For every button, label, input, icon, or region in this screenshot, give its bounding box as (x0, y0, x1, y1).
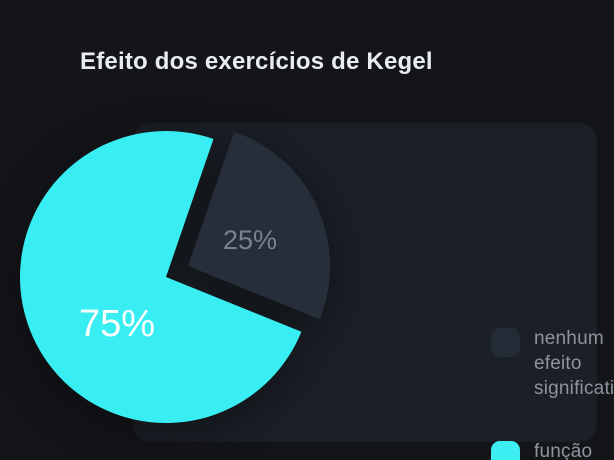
legend-color-swatch-improved-function (491, 441, 520, 460)
legend-label-line: função erétil (534, 441, 593, 460)
chart-legend: nenhum efeito significativo função eréti… (491, 326, 614, 460)
legend-label-improved-function: função erétil melhorada (534, 439, 614, 460)
pie-label-75: 75% (79, 303, 155, 345)
pie-label-25: 25% (223, 225, 277, 255)
legend-label-no-effect: nenhum efeito significativo (534, 326, 614, 401)
legend-label-line: nenhum efeito (534, 328, 604, 374)
page-title: Efeito dos exercícios de Kegel (80, 48, 433, 75)
pie-slice-no-effect (188, 131, 331, 320)
pie-slice-improved-function (20, 131, 302, 424)
legend-label-line: significativo (534, 378, 614, 399)
legend-color-swatch-no-effect (491, 328, 520, 357)
legend-item-no-effect: nenhum efeito significativo (491, 326, 614, 401)
legend-item-improved-function: função erétil melhorada (491, 439, 614, 460)
